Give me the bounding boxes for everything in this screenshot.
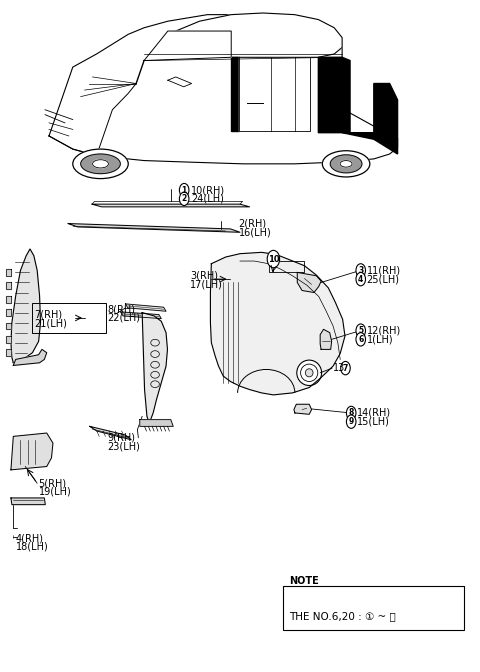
Circle shape: [356, 324, 365, 337]
Polygon shape: [11, 249, 40, 363]
Text: 6: 6: [358, 335, 363, 344]
Text: 3: 3: [358, 266, 363, 275]
Polygon shape: [6, 349, 11, 356]
Bar: [283, 585, 464, 630]
Text: 19(LH): 19(LH): [38, 487, 72, 497]
Polygon shape: [144, 31, 231, 60]
Ellipse shape: [73, 149, 128, 179]
Polygon shape: [6, 282, 11, 289]
Text: 1: 1: [181, 185, 187, 195]
Polygon shape: [125, 304, 166, 311]
Ellipse shape: [81, 154, 120, 173]
Circle shape: [267, 251, 280, 267]
Text: NOTE: NOTE: [288, 576, 318, 586]
Ellipse shape: [323, 151, 370, 177]
Circle shape: [341, 362, 350, 375]
Text: 24(LH): 24(LH): [191, 194, 224, 204]
Ellipse shape: [297, 360, 322, 386]
Text: 7(RH): 7(RH): [34, 310, 62, 320]
Polygon shape: [6, 269, 11, 276]
Text: THE NO.6,20 : ① ~ ⑪: THE NO.6,20 : ① ~ ⑪: [288, 611, 396, 621]
Text: 18(LH): 18(LH): [16, 542, 48, 552]
Ellipse shape: [330, 155, 362, 173]
Polygon shape: [294, 405, 312, 415]
Polygon shape: [374, 83, 397, 139]
Text: 23(LH): 23(LH): [108, 442, 140, 452]
Text: 3(RH): 3(RH): [190, 271, 218, 281]
Ellipse shape: [93, 160, 108, 168]
Polygon shape: [342, 132, 397, 154]
Polygon shape: [11, 433, 53, 470]
Circle shape: [356, 333, 365, 346]
Text: 21(LH): 21(LH): [34, 319, 67, 329]
Text: 11(RH): 11(RH): [366, 265, 401, 276]
Circle shape: [356, 272, 365, 286]
Polygon shape: [320, 329, 332, 349]
Text: 16(LH): 16(LH): [239, 227, 271, 237]
Circle shape: [430, 607, 442, 624]
Text: 10(RH): 10(RH): [191, 185, 225, 195]
Ellipse shape: [340, 161, 352, 167]
Text: 10: 10: [267, 255, 279, 263]
Polygon shape: [6, 323, 11, 329]
Polygon shape: [6, 296, 11, 302]
Bar: [33, 302, 107, 333]
Text: 1(LH): 1(LH): [366, 335, 393, 344]
Text: 1: 1: [363, 612, 370, 620]
Polygon shape: [142, 312, 168, 423]
Text: 12(RH): 12(RH): [366, 326, 401, 335]
Text: 5: 5: [358, 326, 363, 335]
Text: 2(RH): 2(RH): [239, 218, 267, 228]
Polygon shape: [239, 57, 311, 131]
Text: 14(RH): 14(RH): [357, 408, 391, 418]
Polygon shape: [68, 224, 240, 233]
Text: 7: 7: [343, 364, 348, 372]
Text: 2: 2: [181, 194, 187, 204]
Text: 25(LH): 25(LH): [366, 274, 399, 284]
Polygon shape: [92, 204, 250, 207]
Circle shape: [180, 183, 189, 197]
Polygon shape: [49, 15, 397, 164]
Circle shape: [361, 608, 372, 623]
Polygon shape: [231, 57, 239, 131]
Circle shape: [356, 263, 365, 277]
Polygon shape: [6, 309, 11, 316]
Text: 8(RH): 8(RH): [108, 304, 135, 314]
Polygon shape: [11, 498, 45, 505]
Text: 17(LH): 17(LH): [190, 280, 223, 290]
Polygon shape: [120, 312, 161, 319]
Polygon shape: [6, 336, 11, 343]
Text: 9: 9: [348, 417, 354, 426]
Circle shape: [347, 415, 356, 428]
Text: 22(LH): 22(LH): [108, 313, 140, 323]
Polygon shape: [318, 57, 350, 132]
Ellipse shape: [305, 369, 313, 377]
Circle shape: [180, 192, 189, 206]
Text: 8: 8: [348, 409, 354, 417]
Ellipse shape: [300, 364, 318, 382]
Polygon shape: [144, 13, 342, 60]
Polygon shape: [140, 419, 173, 426]
Circle shape: [347, 407, 356, 419]
Polygon shape: [13, 349, 47, 366]
Text: 4(RH): 4(RH): [16, 533, 44, 543]
Polygon shape: [210, 253, 345, 395]
Text: 10: 10: [431, 612, 441, 620]
Text: 5(RH): 5(RH): [38, 478, 67, 489]
Text: 13: 13: [333, 363, 345, 373]
Polygon shape: [168, 77, 192, 87]
Text: 9(RH): 9(RH): [108, 433, 135, 443]
Polygon shape: [297, 272, 321, 292]
Text: 15(LH): 15(LH): [357, 417, 390, 427]
Polygon shape: [90, 426, 131, 439]
Text: 4: 4: [358, 275, 363, 284]
